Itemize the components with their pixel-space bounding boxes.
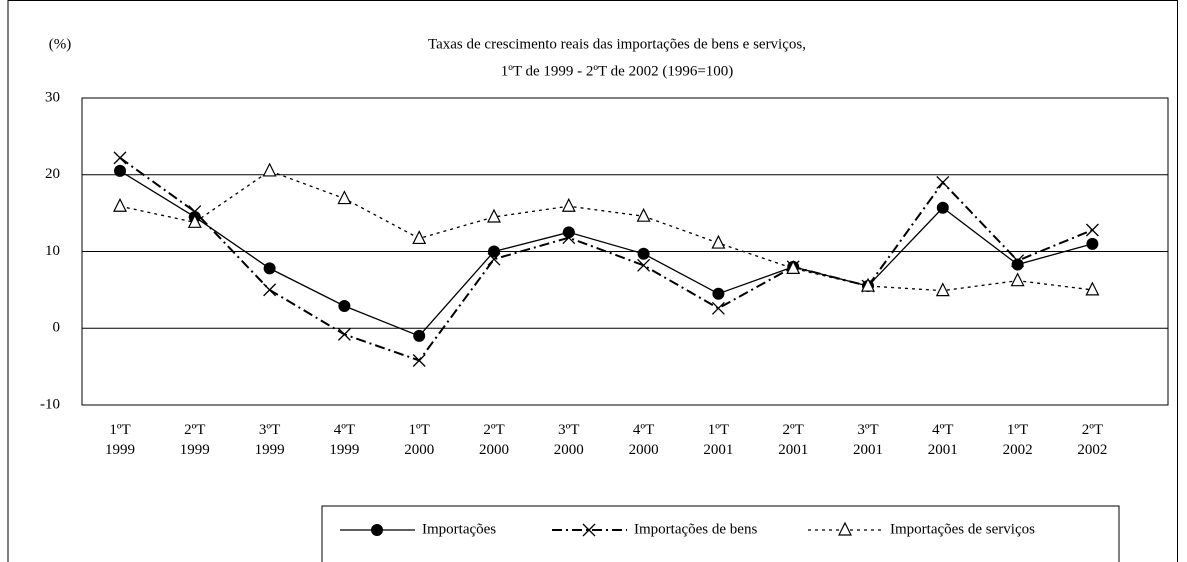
- marker: [114, 164, 126, 177]
- x-tick-label: 2ºT 2002: [1077, 422, 1108, 458]
- marker: [412, 354, 426, 367]
- marker: [1011, 258, 1024, 271]
- marker: [861, 277, 875, 292]
- marker: [1010, 272, 1025, 287]
- marker: [1085, 281, 1100, 296]
- marker: [711, 301, 725, 315]
- marker: [636, 207, 651, 222]
- marker: [838, 521, 852, 536]
- marker: [786, 260, 801, 274]
- marker: [712, 287, 725, 300]
- marker: [637, 247, 650, 260]
- x-tick-label: 1ºT 2001: [703, 422, 734, 458]
- marker: [488, 245, 500, 258]
- y-tick-label: 10: [45, 243, 60, 259]
- marker: [1011, 254, 1025, 268]
- legend-box: [321, 505, 1120, 562]
- marker: [936, 175, 950, 189]
- marker: [263, 283, 277, 297]
- legend-label: Importações de bens: [634, 521, 757, 537]
- marker: [262, 162, 277, 177]
- marker: [413, 329, 426, 342]
- chart-title: Taxas de crescimento reais das importaçõ…: [428, 36, 806, 52]
- marker: [263, 262, 276, 275]
- marker: [935, 282, 950, 297]
- y-tick-label: 20: [45, 166, 60, 182]
- marker: [562, 226, 575, 239]
- marker: [582, 523, 596, 537]
- legend-label: Importações de serviços: [890, 521, 1035, 537]
- x-tick-label: 1ºT 2000: [404, 422, 435, 458]
- marker: [371, 524, 383, 536]
- x-tick-label: 2ºT 2001: [778, 422, 809, 458]
- marker: [338, 299, 351, 312]
- marker: [337, 327, 351, 341]
- marker: [637, 258, 651, 272]
- chart-frame: [7, 0, 1178, 562]
- marker: [1085, 223, 1099, 237]
- marker: [187, 213, 202, 228]
- marker: [711, 234, 726, 249]
- marker: [936, 201, 949, 214]
- marker: [188, 205, 202, 219]
- chart-subtitle: 1ºT de 1999 - 2ºT de 2002 (1996=100): [501, 63, 734, 79]
- marker: [487, 252, 501, 266]
- series-line: [119, 170, 1093, 337]
- series-line: [119, 157, 1093, 362]
- marker: [562, 231, 576, 245]
- y-axis-label: (%): [49, 36, 72, 52]
- marker: [487, 208, 501, 223]
- marker: [412, 230, 427, 245]
- x-tick-label: 3ºT 1999: [254, 422, 285, 458]
- marker: [1086, 237, 1099, 250]
- marker: [113, 197, 127, 212]
- x-tick-label: 1ºT 2002: [1002, 422, 1033, 458]
- x-tick-label: 4ºT 1999: [329, 422, 360, 458]
- marker: [561, 197, 576, 212]
- marker: [337, 190, 352, 205]
- y-tick-label: 0: [53, 320, 61, 336]
- x-tick-label: 4ºT 2001: [927, 422, 958, 458]
- x-tick-label: 3ºT 2001: [853, 422, 883, 458]
- x-tick-label: 2ºT 2000: [479, 422, 509, 458]
- y-tick-label: 30: [45, 89, 60, 105]
- x-tick-label: 4ºT 2000: [628, 422, 659, 458]
- x-tick-label: 1ºT 1999: [105, 422, 135, 458]
- marker: [113, 151, 127, 165]
- x-tick-label: 2ºT 1999: [179, 422, 210, 458]
- x-tick-label: 3ºT 2000: [553, 422, 584, 458]
- y-tick-label: -10: [40, 396, 60, 412]
- legend-label: Importações: [422, 521, 496, 537]
